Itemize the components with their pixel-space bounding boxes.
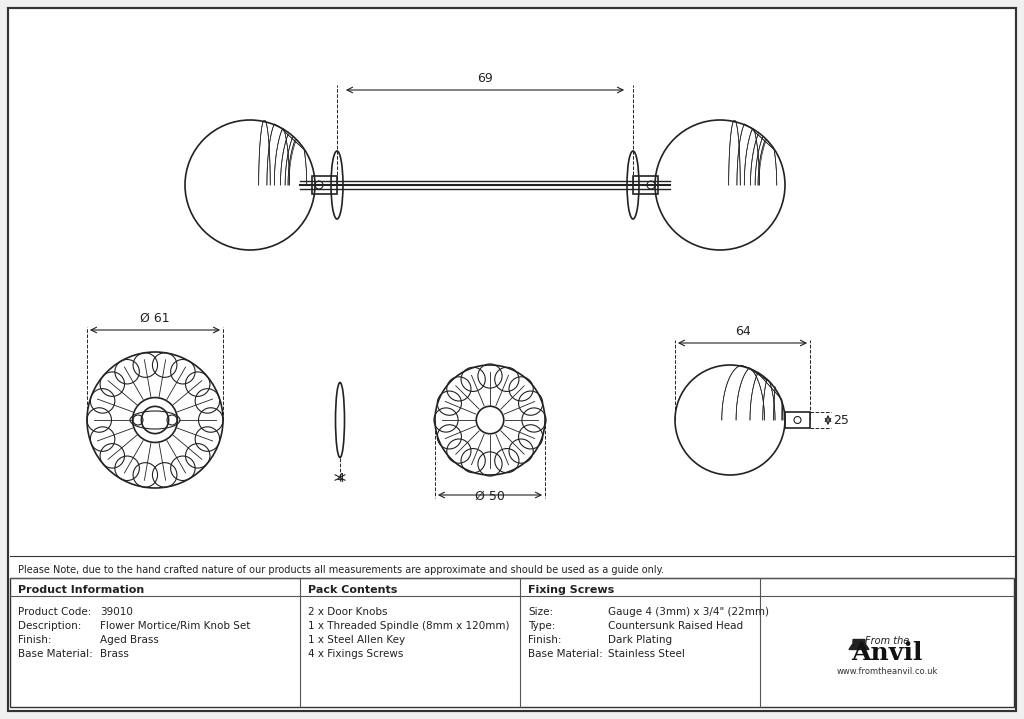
Text: Type:: Type: (528, 621, 555, 631)
Text: Pack Contents: Pack Contents (308, 585, 397, 595)
FancyBboxPatch shape (8, 8, 1016, 711)
Text: Finish:: Finish: (528, 635, 561, 645)
Text: 69: 69 (477, 72, 493, 85)
Text: 4 x Fixings Screws: 4 x Fixings Screws (308, 649, 403, 659)
Text: Dark Plating: Dark Plating (608, 635, 672, 645)
Polygon shape (849, 639, 869, 649)
Text: 1 x Threaded Spindle (8mm x 120mm): 1 x Threaded Spindle (8mm x 120mm) (308, 621, 510, 631)
Text: 1 x Steel Allen Key: 1 x Steel Allen Key (308, 635, 406, 645)
Bar (10, 578, 1014, 707)
Text: Stainless Steel: Stainless Steel (608, 649, 685, 659)
Text: Gauge 4 (3mm) x 3/4" (22mm): Gauge 4 (3mm) x 3/4" (22mm) (608, 607, 769, 617)
Text: 64: 64 (734, 325, 751, 338)
Text: Brass: Brass (100, 649, 129, 659)
Text: 4: 4 (336, 472, 344, 485)
Text: Product Code:: Product Code: (18, 607, 91, 617)
Text: Ø 50: Ø 50 (475, 490, 505, 503)
Bar (633, 176, 658, 194)
Text: Ø 61: Ø 61 (140, 312, 170, 325)
Text: Flower Mortice/Rim Knob Set: Flower Mortice/Rim Knob Set (100, 621, 251, 631)
Text: From the: From the (865, 636, 909, 646)
Text: Countersunk Raised Head: Countersunk Raised Head (608, 621, 743, 631)
Text: 2 x Door Knobs: 2 x Door Knobs (308, 607, 387, 617)
Text: Description:: Description: (18, 621, 81, 631)
Text: www.fromtheanvil.co.uk: www.fromtheanvil.co.uk (837, 667, 938, 676)
Text: Anvil: Anvil (851, 641, 923, 666)
Text: Please Note, due to the hand crafted nature of our products all measurements are: Please Note, due to the hand crafted nat… (18, 565, 664, 575)
Text: Finish:: Finish: (18, 635, 51, 645)
Text: Product Information: Product Information (18, 585, 144, 595)
Text: 39010: 39010 (100, 607, 133, 617)
Bar (312, 176, 337, 194)
Text: Base Material:: Base Material: (528, 649, 603, 659)
Text: Base Material:: Base Material: (18, 649, 93, 659)
Text: 25: 25 (833, 413, 849, 426)
Text: Fixing Screws: Fixing Screws (528, 585, 614, 595)
Text: Aged Brass: Aged Brass (100, 635, 159, 645)
Text: Size:: Size: (528, 607, 553, 617)
Bar (785, 412, 810, 428)
